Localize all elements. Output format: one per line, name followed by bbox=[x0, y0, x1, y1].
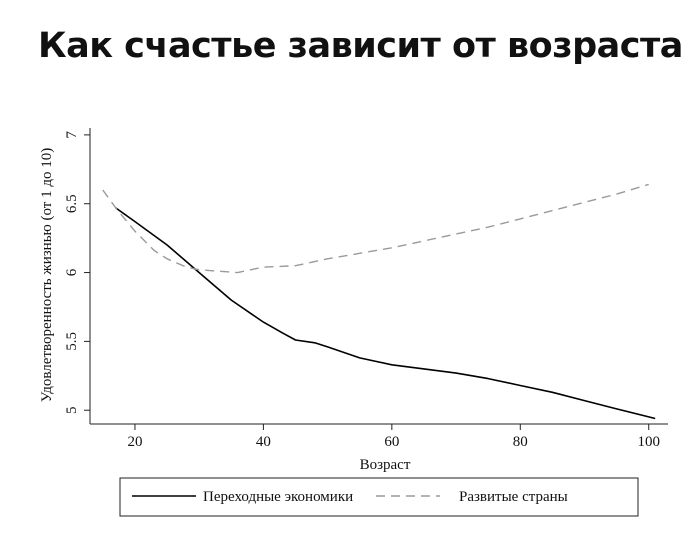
x-tick-label: 80 bbox=[513, 434, 528, 450]
series-line-developed bbox=[102, 183, 649, 274]
x-tick-label: 40 bbox=[256, 434, 271, 450]
y-tick-label: 7 bbox=[64, 131, 80, 139]
x-tick-label: 20 bbox=[127, 434, 142, 450]
y-tick-label: 6 bbox=[64, 268, 80, 276]
chart-title: Как счастье зависит от возраста bbox=[38, 26, 683, 66]
y-axis-label: Удовлетворенность жизнью (от 1 до 10) bbox=[39, 148, 55, 402]
legend-label-developed: Развитые страны bbox=[459, 489, 568, 505]
y-tick-label: 5.5 bbox=[64, 332, 80, 351]
series-line-transition bbox=[115, 207, 656, 420]
legend-box bbox=[119, 477, 639, 517]
x-axis-label: Возраст bbox=[360, 457, 411, 473]
y-tick-label: 6.5 bbox=[64, 194, 80, 213]
x-tick-label: 60 bbox=[384, 434, 399, 450]
legend-label-transition: Переходные экономики bbox=[203, 489, 353, 505]
x-tick-label: 100 bbox=[637, 434, 660, 450]
y-tick-label: 5 bbox=[64, 406, 80, 414]
